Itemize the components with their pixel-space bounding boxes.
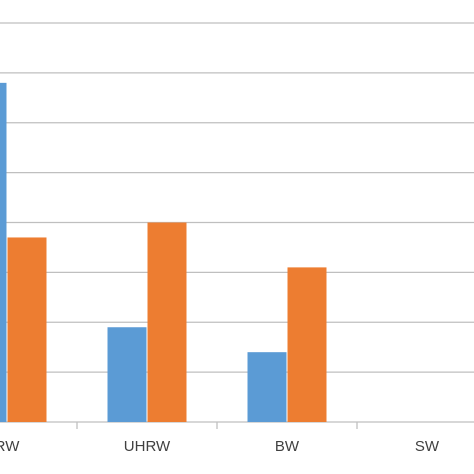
bar bbox=[107, 327, 147, 422]
x-tick-label: RW bbox=[0, 438, 20, 455]
bar bbox=[7, 237, 47, 422]
x-tick-label: BW bbox=[275, 438, 300, 455]
x-tick-label: UHRW bbox=[124, 438, 171, 455]
bar bbox=[247, 352, 287, 422]
bar bbox=[287, 267, 327, 422]
bar bbox=[147, 222, 187, 422]
bar bbox=[0, 82, 7, 422]
x-tick-label: SW bbox=[415, 438, 440, 455]
